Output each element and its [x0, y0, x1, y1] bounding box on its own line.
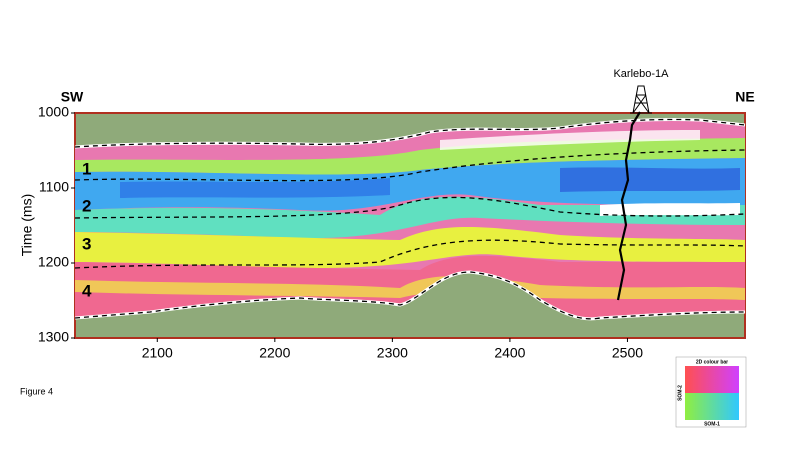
- x-tick-label: 2100: [142, 345, 173, 361]
- y-tick-label: 1200: [38, 254, 69, 270]
- y-tick-label: 1000: [38, 104, 69, 120]
- y-axis-label: Time (ms): [19, 194, 35, 256]
- figure-label: Figure 4: [20, 386, 53, 396]
- zone-label: 1: [82, 159, 91, 178]
- colorbar-y-label: SOM-2: [677, 385, 683, 401]
- well-path: [616, 111, 641, 301]
- x-tick-label: 2300: [377, 345, 408, 361]
- x-tick-label: 2200: [259, 345, 290, 361]
- seismic-section: [75, 119, 745, 319]
- left-label: SW: [61, 89, 84, 105]
- well-derrick: [630, 85, 652, 114]
- right-label: NE: [735, 89, 754, 105]
- zone-label: 2: [82, 196, 91, 215]
- horizons: [74, 117, 746, 321]
- colorbar-title: 2D colour bar: [696, 359, 728, 365]
- zone-label: 3: [82, 234, 91, 253]
- y-tick-label: 1100: [39, 179, 69, 195]
- y-tick-label: 1300: [38, 329, 69, 345]
- colorbar: 2D colour bar SOM-1 SOM-2: [675, 356, 747, 427]
- zone-label: 4: [82, 281, 92, 300]
- colorbar-x-label: SOM-1: [704, 421, 720, 427]
- well-name: Karlebo-1A: [613, 68, 669, 80]
- x-tick-label: 2500: [612, 345, 643, 361]
- x-tick-label: 2400: [494, 345, 525, 361]
